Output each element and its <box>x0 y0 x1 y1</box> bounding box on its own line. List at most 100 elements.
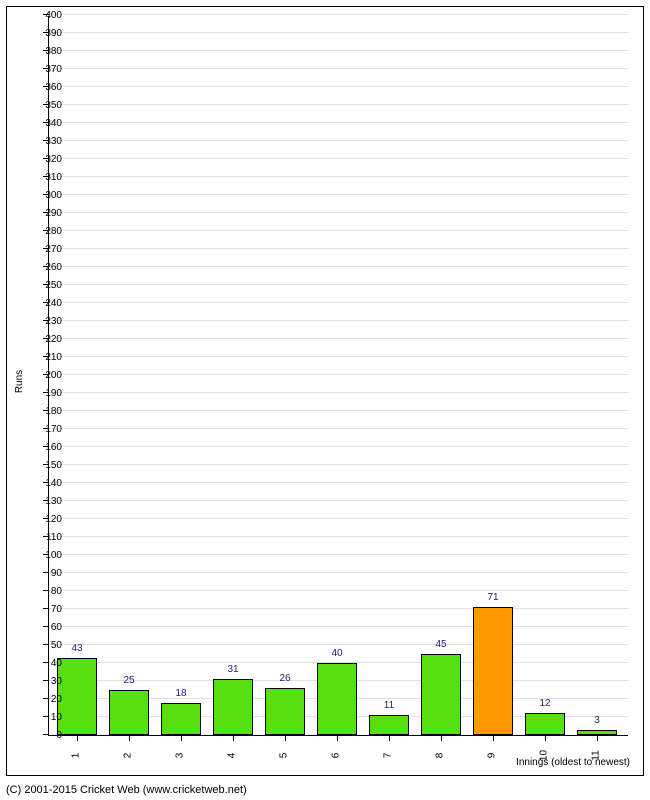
x-tick <box>441 735 442 741</box>
bar-value-label: 3 <box>594 716 600 726</box>
grid-line <box>49 392 628 393</box>
bar-value-label: 11 <box>384 701 394 711</box>
grid-line <box>49 410 628 411</box>
y-axis-title: Runs <box>14 370 25 393</box>
y-tick-label: 110 <box>32 533 62 543</box>
y-tick-label: 10 <box>32 713 62 723</box>
y-tick-label: 250 <box>32 281 62 291</box>
y-tick-label: 120 <box>32 515 62 525</box>
y-tick-label: 200 <box>32 371 62 381</box>
x-tick-label: 7 <box>383 753 394 759</box>
bar <box>369 715 409 735</box>
y-tick-label: 150 <box>32 461 62 471</box>
grid-line <box>49 320 628 321</box>
x-tick-label: 11 <box>591 750 602 760</box>
y-tick-label: 170 <box>32 425 62 435</box>
x-tick-label: 2 <box>123 753 134 759</box>
y-tick-label: 380 <box>32 47 62 57</box>
grid-line <box>49 122 628 123</box>
y-tick-label: 20 <box>32 695 62 705</box>
grid-line <box>49 482 628 483</box>
grid-line <box>49 446 628 447</box>
grid-line <box>49 14 628 15</box>
grid-line <box>49 572 628 573</box>
bar <box>265 688 305 735</box>
x-tick <box>285 735 286 741</box>
grid-line <box>49 356 628 357</box>
bar <box>317 663 357 735</box>
bar-value-label: 45 <box>435 640 446 650</box>
bar-value-label: 18 <box>175 689 186 699</box>
y-tick-label: 360 <box>32 83 62 93</box>
y-tick-label: 320 <box>32 155 62 165</box>
plot-area: 432518312640114571123 <box>48 16 628 736</box>
bar <box>57 658 97 735</box>
y-tick-label: 260 <box>32 263 62 273</box>
copyright-text: (C) 2001-2015 Cricket Web (www.cricketwe… <box>6 784 247 796</box>
y-tick-label: 130 <box>32 497 62 507</box>
y-tick-label: 80 <box>32 587 62 597</box>
y-tick-label: 350 <box>32 101 62 111</box>
x-tick-label: 9 <box>487 753 498 759</box>
grid-line <box>49 302 628 303</box>
grid-line <box>49 338 628 339</box>
grid-line <box>49 158 628 159</box>
x-tick-label: 6 <box>331 753 342 759</box>
grid-line <box>49 194 628 195</box>
x-tick <box>77 735 78 741</box>
y-tick-label: 270 <box>32 245 62 255</box>
bar <box>421 654 461 735</box>
bar <box>473 607 513 735</box>
grid-line <box>49 212 628 213</box>
y-tick-label: 210 <box>32 353 62 363</box>
y-tick-label: 400 <box>32 11 62 21</box>
y-tick-label: 180 <box>32 407 62 417</box>
bar <box>525 713 565 735</box>
grid-line <box>49 608 628 609</box>
chart-container: Runs 432518312640114571123 Innings (olde… <box>0 0 650 800</box>
y-tick-label: 220 <box>32 335 62 345</box>
grid-line <box>49 464 628 465</box>
bar-value-label: 12 <box>539 699 550 709</box>
grid-line <box>49 266 628 267</box>
y-tick-label: 280 <box>32 227 62 237</box>
y-tick-label: 100 <box>32 551 62 561</box>
grid-line <box>49 554 628 555</box>
bar-value-label: 31 <box>227 665 238 675</box>
grid-line <box>49 32 628 33</box>
x-tick <box>233 735 234 741</box>
x-tick <box>337 735 338 741</box>
grid-line <box>49 374 628 375</box>
y-tick-label: 340 <box>32 119 62 129</box>
grid-line <box>49 104 628 105</box>
y-tick-label: 290 <box>32 209 62 219</box>
bar-value-label: 25 <box>123 676 134 686</box>
y-tick-label: 390 <box>32 29 62 39</box>
x-tick <box>597 735 598 741</box>
y-tick-label: 30 <box>32 677 62 687</box>
y-tick-label: 40 <box>32 659 62 669</box>
bar <box>109 690 149 735</box>
grid-line <box>49 536 628 537</box>
grid-line <box>49 626 628 627</box>
bar-value-label: 71 <box>487 593 498 603</box>
grid-line <box>49 518 628 519</box>
bar-value-label: 40 <box>331 649 342 659</box>
grid-line <box>49 176 628 177</box>
x-tick-label: 5 <box>279 753 290 759</box>
x-tick-label: 3 <box>175 753 186 759</box>
grid-line <box>49 230 628 231</box>
grid-line <box>49 86 628 87</box>
y-tick-label: 50 <box>32 641 62 651</box>
y-tick-label: 160 <box>32 443 62 453</box>
y-tick-label: 230 <box>32 317 62 327</box>
bar-value-label: 26 <box>279 674 290 684</box>
x-tick-label: 4 <box>227 753 238 759</box>
grid-line <box>49 590 628 591</box>
grid-line <box>49 644 628 645</box>
grid-line <box>49 500 628 501</box>
grid-line <box>49 50 628 51</box>
grid-line <box>49 140 628 141</box>
x-tick-label: 8 <box>435 753 446 759</box>
grid-line <box>49 428 628 429</box>
